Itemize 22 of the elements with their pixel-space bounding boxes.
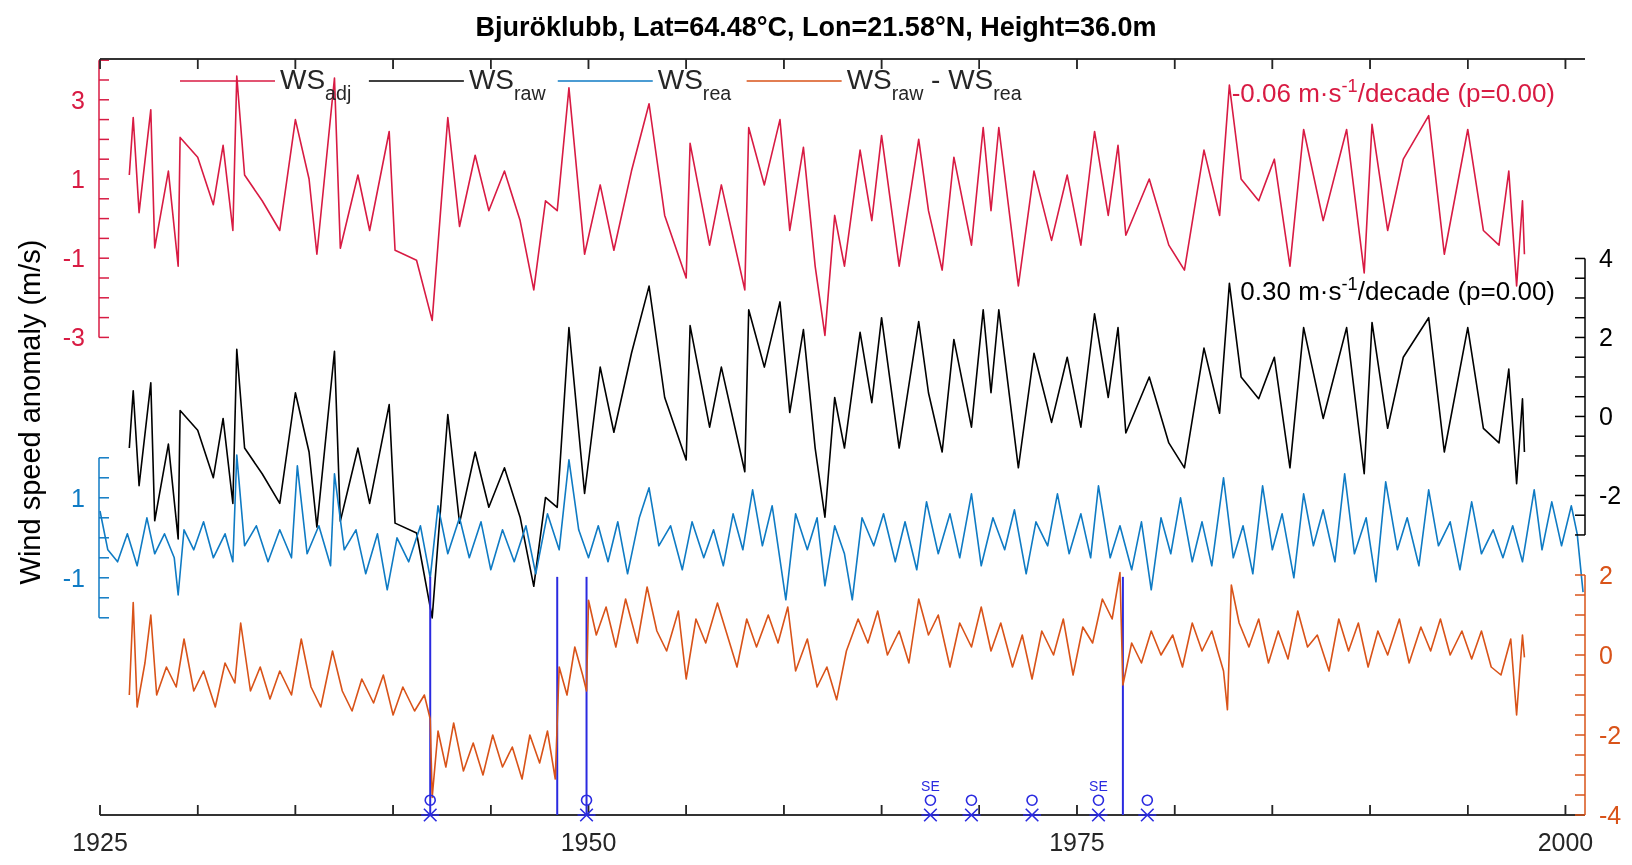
y2-tick-label: 4 (1599, 244, 1613, 273)
y-tick-label: 3 (71, 85, 85, 114)
x-tick-label: 1975 (1049, 828, 1105, 856)
x-tick-label: 1950 (560, 828, 617, 856)
data-label: SE (1089, 778, 1108, 795)
y-tick-label: 1 (71, 164, 85, 193)
data-label: SE (921, 778, 940, 795)
x-tick-label: 1925 (72, 828, 128, 856)
y-tick-label: -3 (62, 323, 85, 352)
annotation: -0.06 m·s$^{-1}$/decade (p=0.00) (1231, 76, 1555, 109)
y-tick-label: -4 (1599, 800, 1622, 829)
x-tick-label: 2000 (1537, 828, 1594, 856)
chart-title: Bjuröklubb, Lat=64.48°C, Lon=21.58°N, Height=36.0m (475, 12, 1157, 42)
y-tick-label: 2 (1599, 560, 1613, 589)
y-tick-label: -2 (1599, 720, 1622, 749)
y-axis-title: Wind speed anomaly (m/s) (14, 239, 46, 585)
y-tick-label: -1 (62, 243, 85, 272)
legend-label: WS$_{raw}$ (468, 64, 547, 104)
legend-label: WS$_{rea}$ (657, 64, 732, 104)
y-tick-label: 0 (1599, 640, 1613, 669)
annotation: 0.30 m·s$^{-1}$/decade (p=0.00) (1240, 274, 1555, 307)
legend-label: WS$_{raw}$ - WS$_{rea}$ (846, 64, 1022, 104)
